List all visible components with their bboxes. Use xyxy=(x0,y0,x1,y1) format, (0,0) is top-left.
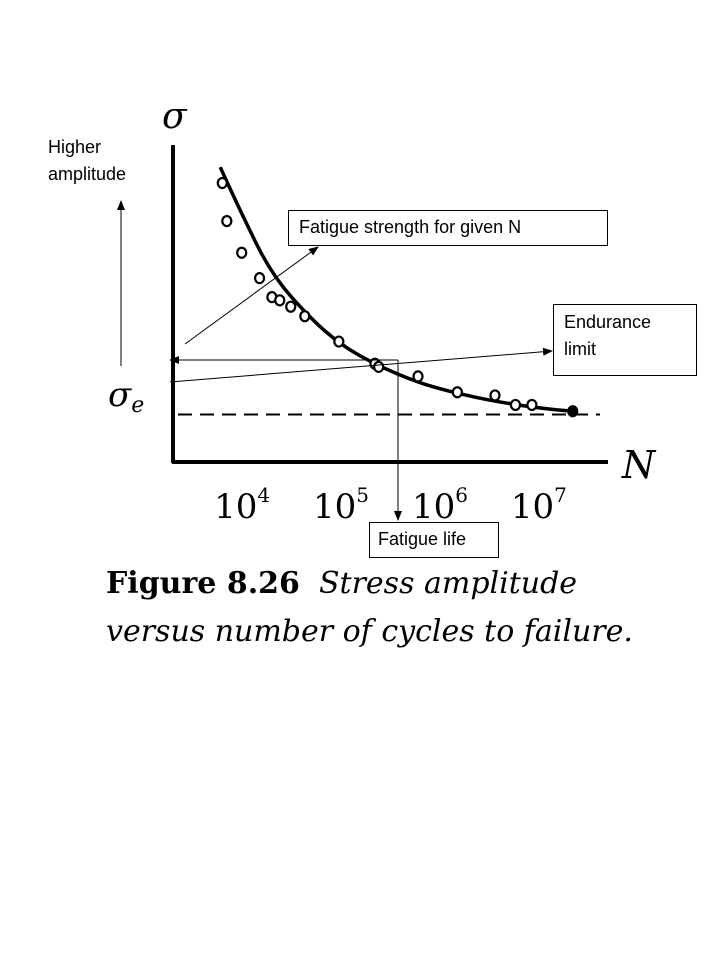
caption-text-2: versus number of cycles to failure. xyxy=(106,614,633,649)
endurance-limit-line1: Endurance xyxy=(564,312,652,332)
higher-amplitude-label: Higher amplitude xyxy=(48,134,126,188)
x-tick-label-1: 104 xyxy=(214,483,270,527)
endurance-limit-arrow xyxy=(169,347,553,383)
y-axis-label: σ xyxy=(162,96,188,137)
fatigue-strength-arrow xyxy=(184,246,319,345)
fatigue-strength-box: Fatigue strength for given N xyxy=(288,210,608,246)
x-tick-label-4: 107 xyxy=(511,483,567,527)
data-point-15 xyxy=(509,398,522,412)
data-point-4 xyxy=(253,272,266,285)
higher-amplitude-line2: amplitude xyxy=(48,164,127,184)
data-point-7 xyxy=(285,300,297,313)
fatigue-strength-label: Fatigue strength for given N xyxy=(299,217,522,237)
data-point-2 xyxy=(221,214,233,228)
data-point-8 xyxy=(299,310,311,323)
x-tick-label-3: 106 xyxy=(412,483,468,527)
data-point-9 xyxy=(333,335,345,348)
endurance-limit-symbol: σe xyxy=(108,375,144,418)
fatigue-life-box: Fatigue life xyxy=(369,522,499,558)
x-tick-labels: 104 105 106 107 xyxy=(214,483,567,527)
data-point-6 xyxy=(274,294,286,307)
data-point-13 xyxy=(451,386,463,399)
x-axis-label: N xyxy=(621,443,657,487)
caption-line1: Figure 8.26 Stress amplitude xyxy=(106,560,706,608)
data-point-3 xyxy=(236,246,248,259)
data-points xyxy=(216,176,579,418)
endurance-limit-box: Endurance limit xyxy=(553,304,697,376)
higher-amplitude-line1: Higher xyxy=(48,137,102,157)
x-tick-label-2: 105 xyxy=(313,483,369,527)
caption-number: Figure 8.26 xyxy=(106,566,300,601)
endurance-limit-line2: limit xyxy=(564,339,596,359)
fit-curve xyxy=(218,166,573,414)
data-point-16 xyxy=(526,398,538,412)
data-point-14 xyxy=(489,389,501,402)
data-point-17 xyxy=(567,405,579,418)
data-point-12 xyxy=(412,370,424,383)
data-point-1 xyxy=(216,176,228,190)
data-point-11 xyxy=(373,360,385,373)
fatigue-life-label: Fatigue life xyxy=(378,529,467,549)
figure-caption: Figure 8.26 Stress amplitude versus numb… xyxy=(106,560,706,656)
caption-text-1: Stress amplitude xyxy=(318,566,578,601)
